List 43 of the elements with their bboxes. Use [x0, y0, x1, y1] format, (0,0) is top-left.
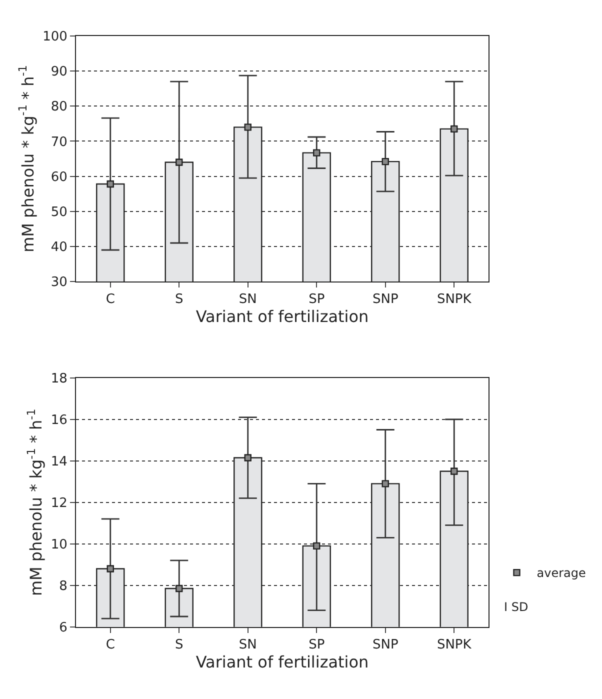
point [313, 149, 320, 156]
x-tick-label: S [174, 292, 184, 308]
y-tick-label: 90 [50, 64, 68, 80]
y-tick-label: 50 [50, 204, 68, 220]
x-tick-label: SN [238, 292, 257, 308]
x-tick-label: SP [308, 292, 325, 308]
point [244, 454, 252, 462]
point [313, 542, 320, 550]
y-tick-label: 30 [50, 275, 68, 290]
point [106, 180, 114, 188]
y-tick-label: 70 [50, 134, 68, 150]
y-tick-label: 60 [50, 170, 68, 185]
point [450, 125, 458, 133]
y-tick-label: 14 [50, 454, 68, 470]
y-tick-label: 10 [50, 537, 68, 552]
y-tick-label: 16 [50, 412, 68, 428]
point [382, 158, 389, 166]
y-tick-label: 100 [42, 29, 68, 44]
point [244, 124, 252, 131]
y-tick-label: 18 [50, 371, 68, 386]
y-tick-label: 40 [50, 240, 68, 256]
x-tick-label: C [106, 637, 115, 652]
x-tick-label: SP [308, 637, 325, 652]
x-tick-label: SNPK [436, 292, 472, 308]
x-tick-label: C [106, 292, 115, 308]
x-axis-title: Variant of fertilization [196, 307, 369, 326]
x-tick-label: SNP [372, 292, 398, 308]
y-tick-label: 8 [59, 578, 68, 594]
text: I SD [504, 600, 528, 614]
x-tick-label: SNPK [436, 637, 472, 652]
y-tick-label: 12 [50, 496, 68, 511]
x-axis-title: Variant of fertilization [196, 652, 369, 672]
point [176, 584, 183, 592]
point [176, 158, 183, 166]
x-tick-label: SNP [372, 637, 398, 652]
legend-label: average [536, 566, 586, 580]
x-tick-label: SN [238, 637, 257, 652]
point [382, 480, 389, 488]
y-tick-label: 6 [59, 620, 68, 636]
point [450, 468, 458, 475]
x-tick-label: S [174, 637, 184, 652]
point [106, 565, 114, 572]
y-tick-label: 80 [50, 100, 68, 115]
